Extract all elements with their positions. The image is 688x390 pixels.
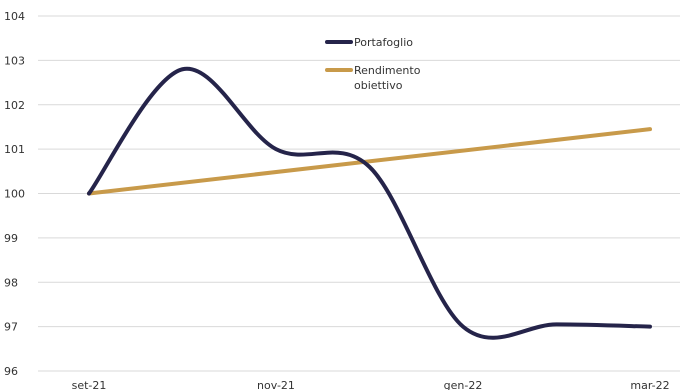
legend-label-rendimento-obiettivo: Rendimento obiettivo: [354, 64, 421, 92]
y-tick-label: 99: [4, 232, 18, 245]
y-tick-label: 98: [4, 276, 18, 289]
y-tick-label: 101: [4, 143, 25, 156]
y-tick-label: 103: [4, 54, 25, 67]
y-tick-label: 104: [4, 10, 25, 23]
series-line-portafoglio: [87, 66, 652, 340]
y-tick-label: 96: [4, 365, 18, 378]
x-tick-label: gen-22: [444, 379, 483, 390]
series-line-rendimento-obiettivo: [87, 127, 652, 196]
x-tick-label: mar-22: [630, 379, 669, 390]
x-tick-label: nov-21: [257, 379, 295, 390]
y-tick-label: 102: [4, 99, 25, 112]
x-tick-label: set-21: [72, 379, 107, 390]
y-tick-label: 97: [4, 321, 18, 334]
y-tick-label: 100: [4, 188, 25, 201]
legend-label-portafoglio: Portafoglio: [354, 36, 413, 49]
